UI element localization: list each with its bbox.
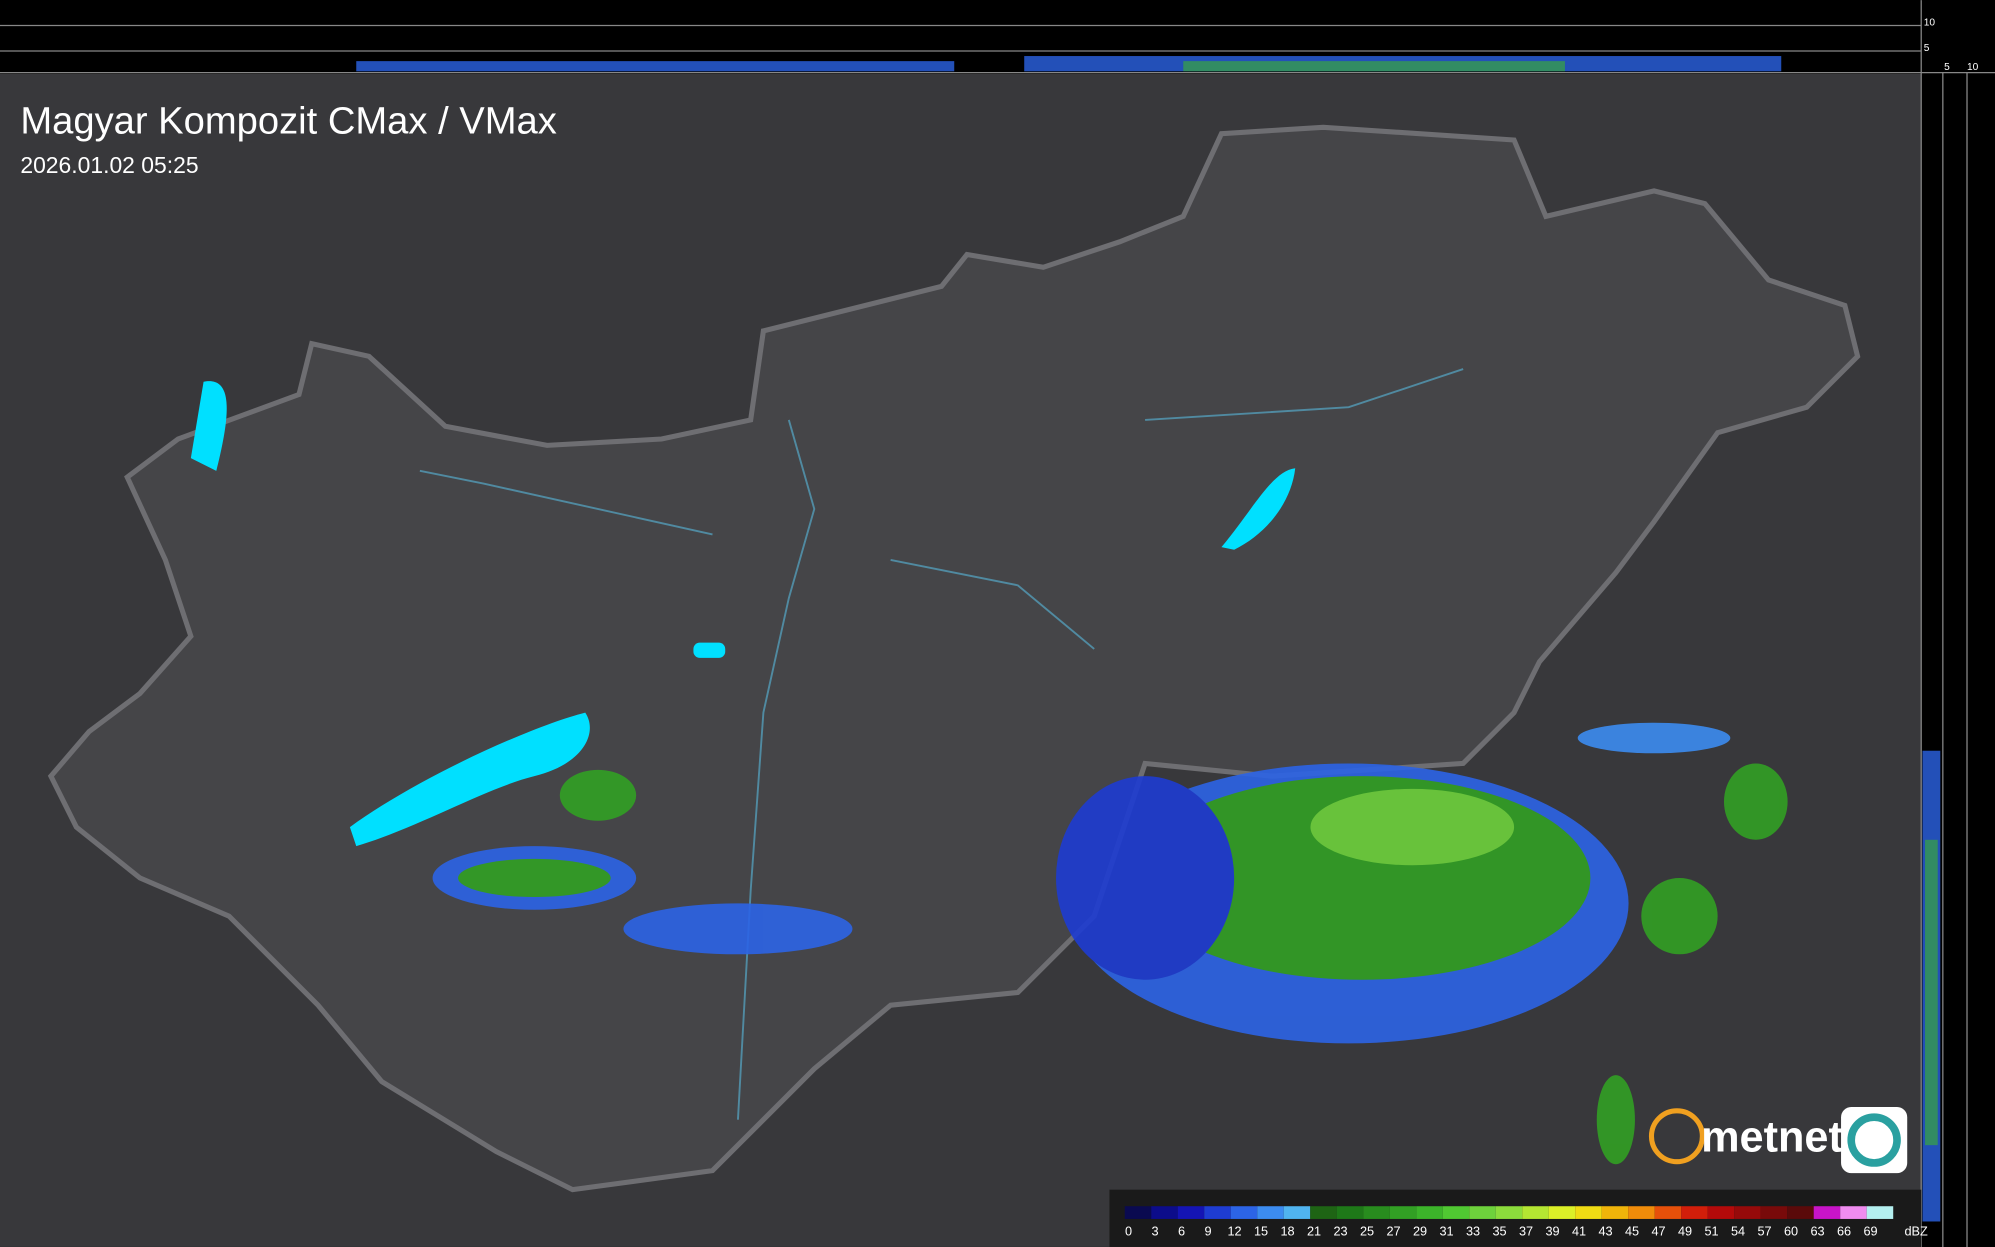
echo — [559, 769, 637, 821]
legend-label: 9 — [1205, 1223, 1212, 1238]
lake — [190, 381, 227, 471]
echo — [1723, 763, 1788, 840]
legend-swatch — [1204, 1206, 1231, 1219]
legend-label: 41 — [1572, 1223, 1586, 1238]
legend-label: 18 — [1280, 1223, 1294, 1238]
legend-swatch — [1283, 1206, 1311, 1219]
legend-label: 21 — [1307, 1223, 1321, 1238]
legend-swatch — [1416, 1206, 1443, 1219]
legend-label: 69 — [1863, 1223, 1877, 1238]
legend-swatch — [1363, 1206, 1390, 1219]
legend-label: 3 — [1152, 1223, 1159, 1238]
logo-icon — [1847, 1113, 1901, 1167]
legend-swatch — [1389, 1206, 1417, 1219]
legend-label: 37 — [1519, 1223, 1533, 1238]
legend-swatch — [1787, 1206, 1814, 1219]
profile-echo — [1925, 839, 1938, 1146]
legend-label: 12 — [1227, 1223, 1241, 1238]
legend-label: 66 — [1837, 1223, 1851, 1238]
legend-label: 43 — [1598, 1223, 1612, 1238]
profile-tick: 5 — [1944, 62, 1950, 73]
legend-swatch — [1495, 1206, 1523, 1219]
legend-label: 27 — [1386, 1223, 1400, 1238]
legend-swatch — [1522, 1206, 1549, 1219]
legend-swatch — [1310, 1206, 1337, 1219]
legend-label: 63 — [1810, 1223, 1824, 1238]
legend-label: 33 — [1466, 1223, 1480, 1238]
profile-tick: 10 — [1924, 18, 1936, 29]
echo — [1577, 722, 1731, 754]
lake — [349, 712, 590, 847]
radar-echoes — [432, 722, 1788, 1165]
legend-swatch — [1734, 1206, 1761, 1219]
legend-swatch — [1469, 1206, 1496, 1219]
logo-text: metnet — [1701, 1114, 1843, 1162]
echo — [623, 903, 853, 955]
legend-label: 29 — [1413, 1223, 1427, 1238]
title: Magyar Kompozit CMax / VMax — [20, 100, 556, 143]
legend-label: 47 — [1651, 1223, 1665, 1238]
timestamp: 2026.01.02 05:25 — [20, 152, 198, 178]
legend-swatch — [1628, 1206, 1655, 1219]
profile-tick: 10 — [1967, 62, 1979, 73]
legend-label: 39 — [1545, 1223, 1559, 1238]
legend-label: 54 — [1731, 1223, 1745, 1238]
echo — [1056, 776, 1235, 980]
legend-label: 51 — [1704, 1223, 1718, 1238]
legend-swatch — [1257, 1206, 1284, 1219]
legend-label: 6 — [1178, 1223, 1185, 1238]
legend-swatch — [1813, 1206, 1841, 1219]
legend-unit: dBZ — [1904, 1223, 1928, 1238]
echo — [1310, 788, 1515, 866]
legend-swatch — [1601, 1206, 1629, 1219]
legend-swatch — [1681, 1206, 1708, 1219]
legend-label: 23 — [1333, 1223, 1347, 1238]
legend-swatch — [1707, 1206, 1735, 1219]
legend-swatch — [1760, 1206, 1788, 1219]
legend-label: 0 — [1125, 1223, 1132, 1238]
legend-label: 35 — [1492, 1223, 1506, 1238]
logo: metnet — [1648, 1106, 1908, 1174]
legend-swatch — [1230, 1206, 1258, 1219]
legend-label: 25 — [1360, 1223, 1374, 1238]
legend-swatch — [1177, 1206, 1205, 1219]
legend-label: 60 — [1784, 1223, 1798, 1238]
legend-label: 15 — [1254, 1223, 1268, 1238]
legend-swatch — [1840, 1206, 1867, 1219]
river — [419, 368, 1464, 1120]
profile-echo — [1183, 61, 1565, 72]
legend-label: 57 — [1757, 1223, 1771, 1238]
profile-echo — [356, 61, 955, 72]
legend-swatch — [1654, 1206, 1682, 1219]
legend-swatch — [1442, 1206, 1470, 1219]
lake — [693, 642, 726, 658]
echo — [458, 858, 611, 898]
logo-sun — [1648, 1108, 1705, 1165]
legend-label: 45 — [1625, 1223, 1639, 1238]
legend-swatch — [1336, 1206, 1364, 1219]
legend-swatch — [1548, 1206, 1576, 1219]
legend-swatch — [1575, 1206, 1602, 1219]
country-outline — [47, 124, 1861, 1193]
legend-swatch — [1151, 1206, 1178, 1219]
legend-swatch — [1866, 1206, 1894, 1219]
legend-swatch — [1124, 1206, 1152, 1219]
legend-label: 49 — [1678, 1223, 1692, 1238]
echo — [1596, 1075, 1635, 1165]
legend: 0 3 6 9 12 15 18 21 23 25 27 29 31 33 35 37 39 41 43 45 47 49… — [1124, 1206, 1928, 1238]
lake — [1221, 468, 1296, 550]
echo — [1641, 877, 1718, 955]
profile-tick: 5 — [1924, 43, 1930, 54]
legend-label: 31 — [1439, 1223, 1453, 1238]
